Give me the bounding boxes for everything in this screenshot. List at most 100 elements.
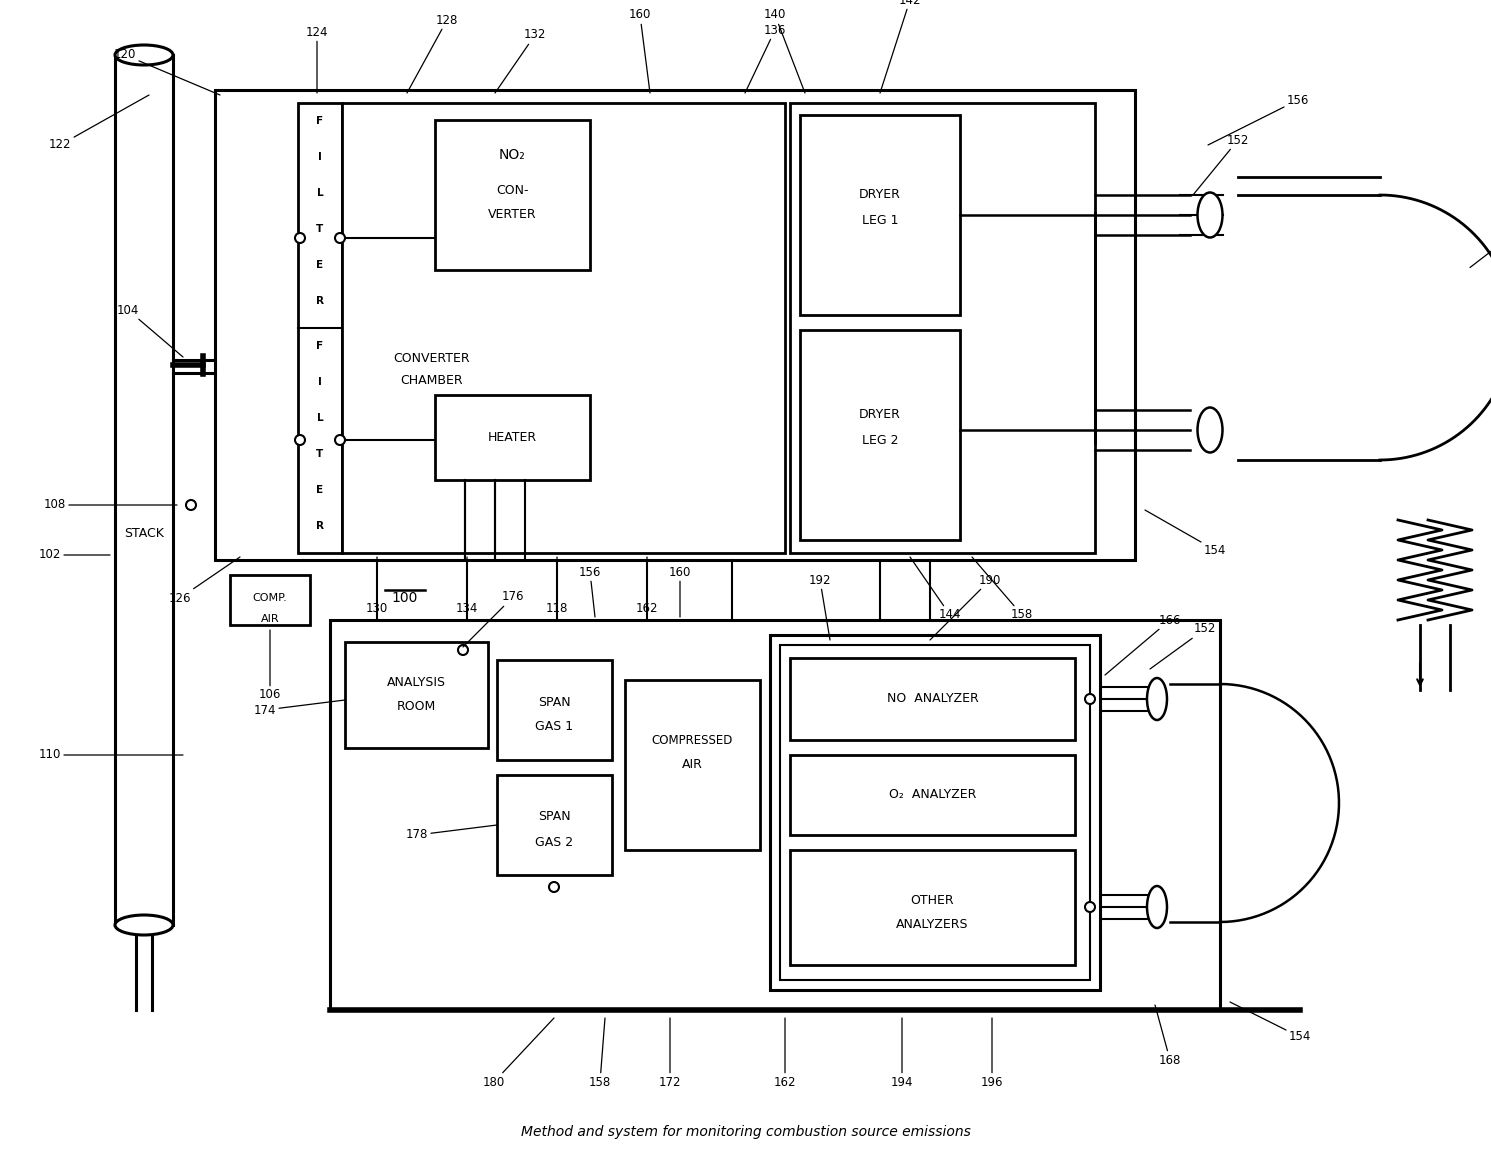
Text: 194: 194 (890, 1018, 914, 1088)
FancyBboxPatch shape (780, 645, 1090, 980)
Text: T: T (316, 224, 324, 234)
Text: 120: 120 (113, 49, 221, 95)
Text: 192: 192 (808, 573, 832, 640)
Text: I: I (318, 377, 322, 387)
Text: L: L (316, 413, 324, 423)
Text: CONVERTER: CONVERTER (394, 351, 470, 364)
Text: 144: 144 (910, 557, 962, 622)
Text: OTHER: OTHER (911, 893, 954, 906)
Text: 154: 154 (1230, 1002, 1311, 1044)
Text: ANALYSIS: ANALYSIS (388, 675, 446, 689)
Text: F: F (316, 341, 324, 351)
Text: T: T (316, 449, 324, 459)
FancyBboxPatch shape (769, 635, 1100, 989)
Circle shape (549, 882, 559, 892)
Text: CHAMBER: CHAMBER (401, 375, 464, 387)
Text: 190: 190 (930, 573, 1000, 640)
Text: 150: 150 (1470, 211, 1491, 268)
Text: NO  ANALYZER: NO ANALYZER (887, 693, 978, 705)
Text: 110: 110 (39, 748, 183, 761)
Ellipse shape (1197, 193, 1223, 238)
Text: 158: 158 (972, 557, 1033, 622)
Text: 136: 136 (746, 23, 786, 93)
Text: ANALYZERS: ANALYZERS (896, 919, 969, 931)
FancyBboxPatch shape (790, 103, 1094, 553)
Text: 156: 156 (1208, 94, 1309, 145)
Text: 168: 168 (1156, 1005, 1181, 1066)
Text: COMPRESSED: COMPRESSED (652, 733, 734, 747)
Ellipse shape (115, 45, 173, 65)
Ellipse shape (1147, 886, 1167, 928)
Text: 142: 142 (880, 0, 921, 93)
Text: VERTER: VERTER (488, 209, 537, 222)
Text: AIR: AIR (681, 759, 702, 771)
Circle shape (1085, 902, 1094, 912)
FancyBboxPatch shape (344, 641, 488, 748)
Ellipse shape (1197, 407, 1223, 452)
Circle shape (1085, 694, 1094, 704)
Text: SPAN: SPAN (538, 696, 571, 709)
Text: O₂  ANALYZER: O₂ ANALYZER (889, 789, 977, 802)
Text: R: R (316, 296, 324, 306)
Text: 154: 154 (1145, 510, 1226, 557)
Text: 162: 162 (635, 557, 658, 615)
Text: 102: 102 (39, 549, 110, 561)
Text: 166: 166 (1105, 614, 1181, 675)
Text: 100: 100 (392, 590, 417, 606)
Text: 108: 108 (43, 499, 177, 512)
Text: ROOM: ROOM (397, 701, 437, 713)
Text: 126: 126 (168, 557, 240, 604)
Text: 174: 174 (253, 699, 344, 717)
Text: 156: 156 (579, 566, 601, 617)
Text: L: L (316, 188, 324, 198)
Ellipse shape (1147, 677, 1167, 720)
FancyBboxPatch shape (115, 55, 173, 925)
FancyBboxPatch shape (330, 619, 1220, 1010)
Text: 130: 130 (365, 557, 388, 615)
Text: 134: 134 (456, 557, 479, 615)
Text: 176: 176 (464, 590, 525, 647)
FancyBboxPatch shape (298, 103, 341, 553)
Circle shape (186, 500, 195, 510)
Circle shape (295, 435, 306, 445)
Ellipse shape (115, 915, 173, 935)
Text: 160: 160 (669, 566, 692, 617)
Circle shape (295, 233, 306, 242)
Text: DRYER: DRYER (859, 408, 901, 421)
Text: STACK: STACK (124, 527, 164, 541)
Text: AIR: AIR (261, 614, 279, 624)
Text: 180: 180 (483, 1018, 555, 1088)
FancyBboxPatch shape (801, 329, 960, 541)
FancyBboxPatch shape (790, 658, 1075, 740)
Text: 196: 196 (981, 1018, 1003, 1088)
Text: 158: 158 (589, 1018, 611, 1088)
Text: GAS 2: GAS 2 (535, 835, 574, 848)
Text: E: E (316, 260, 324, 270)
Text: LEG 2: LEG 2 (862, 434, 898, 447)
Text: COMP.: COMP. (252, 593, 288, 603)
Text: 106: 106 (259, 630, 282, 702)
Text: 104: 104 (116, 304, 183, 357)
Text: F: F (316, 116, 324, 126)
Text: I: I (318, 152, 322, 162)
Circle shape (335, 233, 344, 242)
Text: E: E (316, 485, 324, 495)
Text: NO₂: NO₂ (499, 148, 526, 162)
Text: 178: 178 (406, 825, 497, 841)
FancyBboxPatch shape (215, 90, 1135, 560)
FancyBboxPatch shape (497, 660, 611, 760)
Text: GAS 1: GAS 1 (535, 720, 574, 733)
FancyBboxPatch shape (435, 396, 590, 480)
Text: 162: 162 (774, 1018, 796, 1088)
Text: 172: 172 (659, 1018, 681, 1088)
Text: R: R (316, 521, 324, 531)
FancyBboxPatch shape (801, 115, 960, 316)
FancyBboxPatch shape (230, 575, 310, 625)
Text: 128: 128 (407, 14, 458, 93)
Text: 118: 118 (546, 557, 568, 615)
Text: SPAN: SPAN (538, 811, 571, 824)
Text: 152: 152 (1150, 623, 1217, 669)
FancyBboxPatch shape (790, 755, 1075, 835)
Text: DRYER: DRYER (859, 188, 901, 202)
FancyBboxPatch shape (625, 680, 760, 850)
